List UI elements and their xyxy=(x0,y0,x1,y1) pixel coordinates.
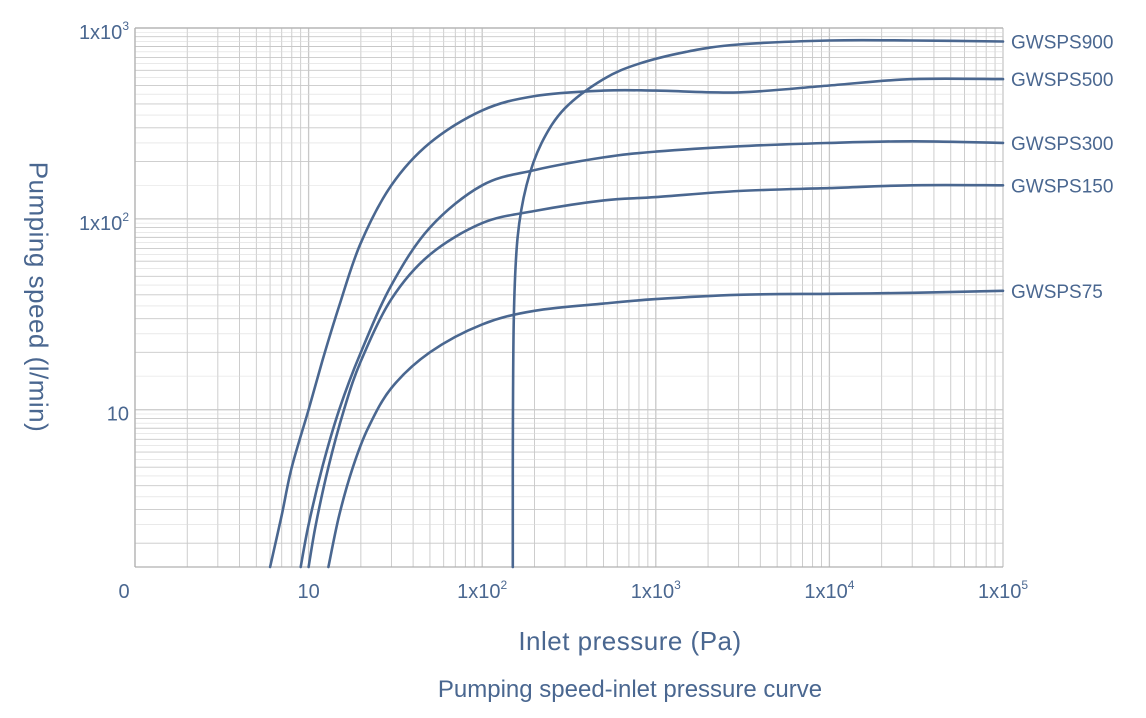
x-tick-label: 0 xyxy=(118,581,129,603)
chart-grid xyxy=(134,27,1004,568)
y-tick-label: 1x102 xyxy=(79,210,129,235)
chart-axes xyxy=(134,27,1003,568)
series-line-gwsps150 xyxy=(307,183,1005,569)
series-line-gwsps300 xyxy=(299,139,1005,569)
chart-caption: Pumping speed-inlet pressure curve xyxy=(437,676,823,703)
series-line-gwsps75 xyxy=(327,289,1005,569)
series-lines xyxy=(268,38,1005,569)
series-label-gwsps75: GWSPS75 xyxy=(1011,282,1103,303)
x-tick-label: 1x103 xyxy=(631,578,681,603)
series-label-gwsps900: GWSPS900 xyxy=(1011,32,1113,53)
x-axis-title: Inlet pressure (Pa) xyxy=(518,626,742,656)
y-tick-label: 1x103 xyxy=(79,19,129,44)
x-tick-label: 10 xyxy=(297,581,319,603)
y-tick-label: 10 xyxy=(107,404,129,426)
x-tick-label: 1x102 xyxy=(457,578,507,603)
series-line-gwsps900 xyxy=(511,38,1005,569)
series-label-gwsps300: GWSPS300 xyxy=(1011,134,1113,155)
series-labels: GWSPS900 GWSPS500 GWSPS300 GWSPS150 GWSPS75 xyxy=(1011,32,1113,302)
y-axis-title: Pumping speed (l/min) xyxy=(23,161,54,433)
series-label-gwsps500: GWSPS500 xyxy=(1011,70,1113,91)
x-tick-labels: 0 10 1x102 1x103 1x104 1x105 xyxy=(118,578,1028,603)
series-line-gwsps500 xyxy=(268,77,1005,569)
x-tick-label: 1x104 xyxy=(804,578,854,603)
y-tick-labels: 10 1x102 1x103 xyxy=(79,19,129,426)
series-label-gwsps150: GWSPS150 xyxy=(1011,176,1113,197)
x-tick-label: 1x105 xyxy=(978,578,1028,603)
